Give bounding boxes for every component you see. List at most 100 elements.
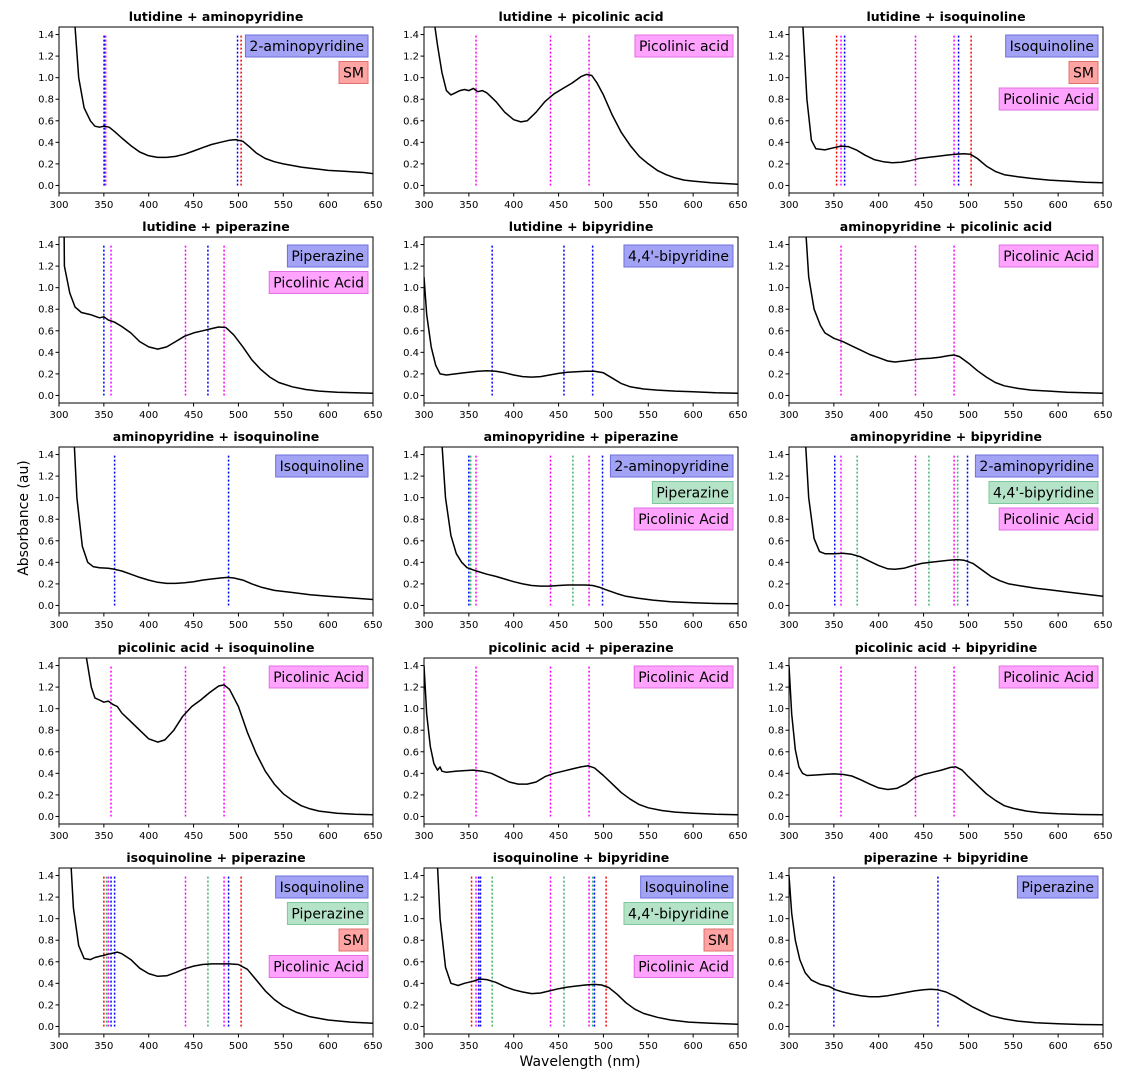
x-tick-label: 300	[779, 200, 798, 211]
plot-area	[434, 27, 738, 186]
x-tick-label: 500	[229, 200, 248, 211]
x-tick-label: 550	[274, 200, 293, 211]
x-tick-label: 300	[414, 620, 433, 631]
x-tick-label: 600	[1049, 410, 1068, 421]
legend-badge	[633, 507, 734, 531]
subplot: picolinic acid + piperazine 300 350 400 450 5…	[403, 640, 747, 842]
x-tick-label: 600	[319, 200, 338, 211]
subplot-title: lutidine + picolinic acid	[498, 9, 663, 24]
y-tick-label: 1.2	[403, 262, 419, 273]
y-tick-label: 1.2	[38, 472, 54, 483]
y-tick-label: 0.0	[403, 601, 419, 612]
x-tick-label: 450	[914, 410, 933, 421]
legend-badge	[286, 244, 369, 268]
absorbance-curve	[441, 447, 738, 605]
y-tick-label: 1.0	[768, 704, 784, 715]
y-tick-label: 0.8	[768, 95, 784, 106]
absorbance-curve	[436, 868, 738, 1026]
plot-area	[74, 27, 373, 186]
y-tick-label: 1.2	[403, 893, 419, 904]
subplot: aminopyridine + bipyridine 300 350 400 450 50…	[768, 429, 1112, 631]
y-tick-label: 0.2	[768, 579, 784, 590]
subplot: picolinic acid + bipyridine 300 350 400 450 5…	[768, 640, 1112, 842]
plot-area	[73, 447, 373, 606]
y-tick-label: 0.2	[403, 1000, 419, 1011]
x-tick-label: 500	[959, 200, 978, 211]
x-tick-label: 500	[959, 620, 978, 631]
y-tick-label: 0.6	[768, 957, 784, 968]
x-tick-label: 300	[49, 410, 68, 421]
y-tick-label: 1.0	[768, 493, 784, 504]
x-tick-label: 600	[319, 620, 338, 631]
x-tick-label: 600	[684, 200, 703, 211]
y-tick-label: 0.2	[38, 579, 54, 590]
plot-area	[70, 868, 373, 1027]
legend-label: Piperazine	[291, 907, 364, 923]
legend-badge	[998, 244, 1099, 268]
y-tick-label: 0.0	[403, 181, 419, 192]
x-tick-label: 650	[728, 620, 747, 631]
x-tick-label: 550	[274, 620, 293, 631]
subplot: lutidine + picolinic acid 300 350 400 450 500…	[403, 9, 747, 211]
axes-frame	[58, 236, 374, 404]
plot-area	[789, 875, 1103, 1027]
x-tick-label: 650	[728, 1041, 747, 1052]
absorbance-curve	[434, 27, 738, 185]
x-tick-label: 600	[684, 410, 703, 421]
legend-label: 2-aminopyridine	[614, 459, 729, 475]
subplot-title: isoquinoline + bipyridine	[493, 850, 669, 865]
x-tick-label: 500	[959, 831, 978, 842]
legend-label: Picolinic Acid	[638, 512, 729, 528]
y-tick-label: 0.2	[38, 1000, 54, 1011]
subplot: lutidine + isoquinoline 300 350 400 450 500 55…	[768, 9, 1112, 211]
y-tick-label: 0.0	[768, 391, 784, 402]
x-tick-label: 500	[594, 620, 613, 631]
y-tick-label: 0.8	[403, 305, 419, 316]
legend-badge	[703, 928, 734, 952]
legend-badge	[988, 481, 1099, 504]
y-tick-label: 0.0	[768, 181, 784, 192]
y-tick-label: 0.8	[403, 726, 419, 737]
plot-area	[63, 237, 373, 396]
y-tick-label: 0.2	[768, 369, 784, 380]
y-tick-label: 0.2	[403, 369, 419, 380]
y-tick-label: 0.4	[38, 558, 54, 569]
y-tick-label: 0.4	[38, 769, 54, 780]
legend-label: SM	[708, 933, 729, 949]
y-tick-label: 0.6	[403, 536, 419, 547]
y-tick-label: 1.4	[403, 450, 419, 461]
x-tick-label: 300	[779, 410, 798, 421]
y-tick-label: 1.0	[38, 704, 54, 715]
subplot-title: aminopyridine + picolinic acid	[840, 219, 1052, 234]
y-tick-label: 0.6	[403, 116, 419, 127]
y-tick-label: 0.6	[768, 326, 784, 337]
legend-label: Picolinic acid	[639, 39, 729, 55]
y-tick-label: 0.4	[403, 979, 419, 990]
x-tick-label: 450	[549, 831, 568, 842]
x-tick-label: 300	[414, 410, 433, 421]
legend-badge	[633, 665, 734, 689]
y-tick-label: 0.6	[38, 536, 54, 547]
plot-area	[441, 447, 738, 606]
y-tick-label: 0.6	[403, 326, 419, 337]
legend-badge	[998, 87, 1099, 111]
x-tick-label: 600	[684, 1041, 703, 1052]
y-tick-label: 1.4	[403, 240, 419, 251]
x-tick-label: 550	[1004, 1041, 1023, 1052]
y-tick-label: 0.0	[38, 812, 54, 823]
absorbance-curve	[73, 447, 373, 601]
x-tick-label: 350	[824, 1041, 843, 1052]
x-tick-label: 350	[824, 831, 843, 842]
legend-label: 2-aminopyridine	[979, 459, 1094, 475]
x-tick-label: 450	[184, 410, 203, 421]
y-tick-label: 0.2	[403, 790, 419, 801]
subplot-title: lutidine + piperazine	[142, 219, 289, 234]
y-tick-label: 1.4	[403, 30, 419, 41]
legend-label: Piperazine	[291, 249, 364, 265]
y-tick-label: 0.0	[768, 812, 784, 823]
axes-frame	[423, 26, 739, 194]
x-tick-label: 450	[184, 831, 203, 842]
x-tick-label: 350	[824, 410, 843, 421]
legend-badge	[268, 271, 369, 294]
y-tick-label: 0.4	[403, 558, 419, 569]
